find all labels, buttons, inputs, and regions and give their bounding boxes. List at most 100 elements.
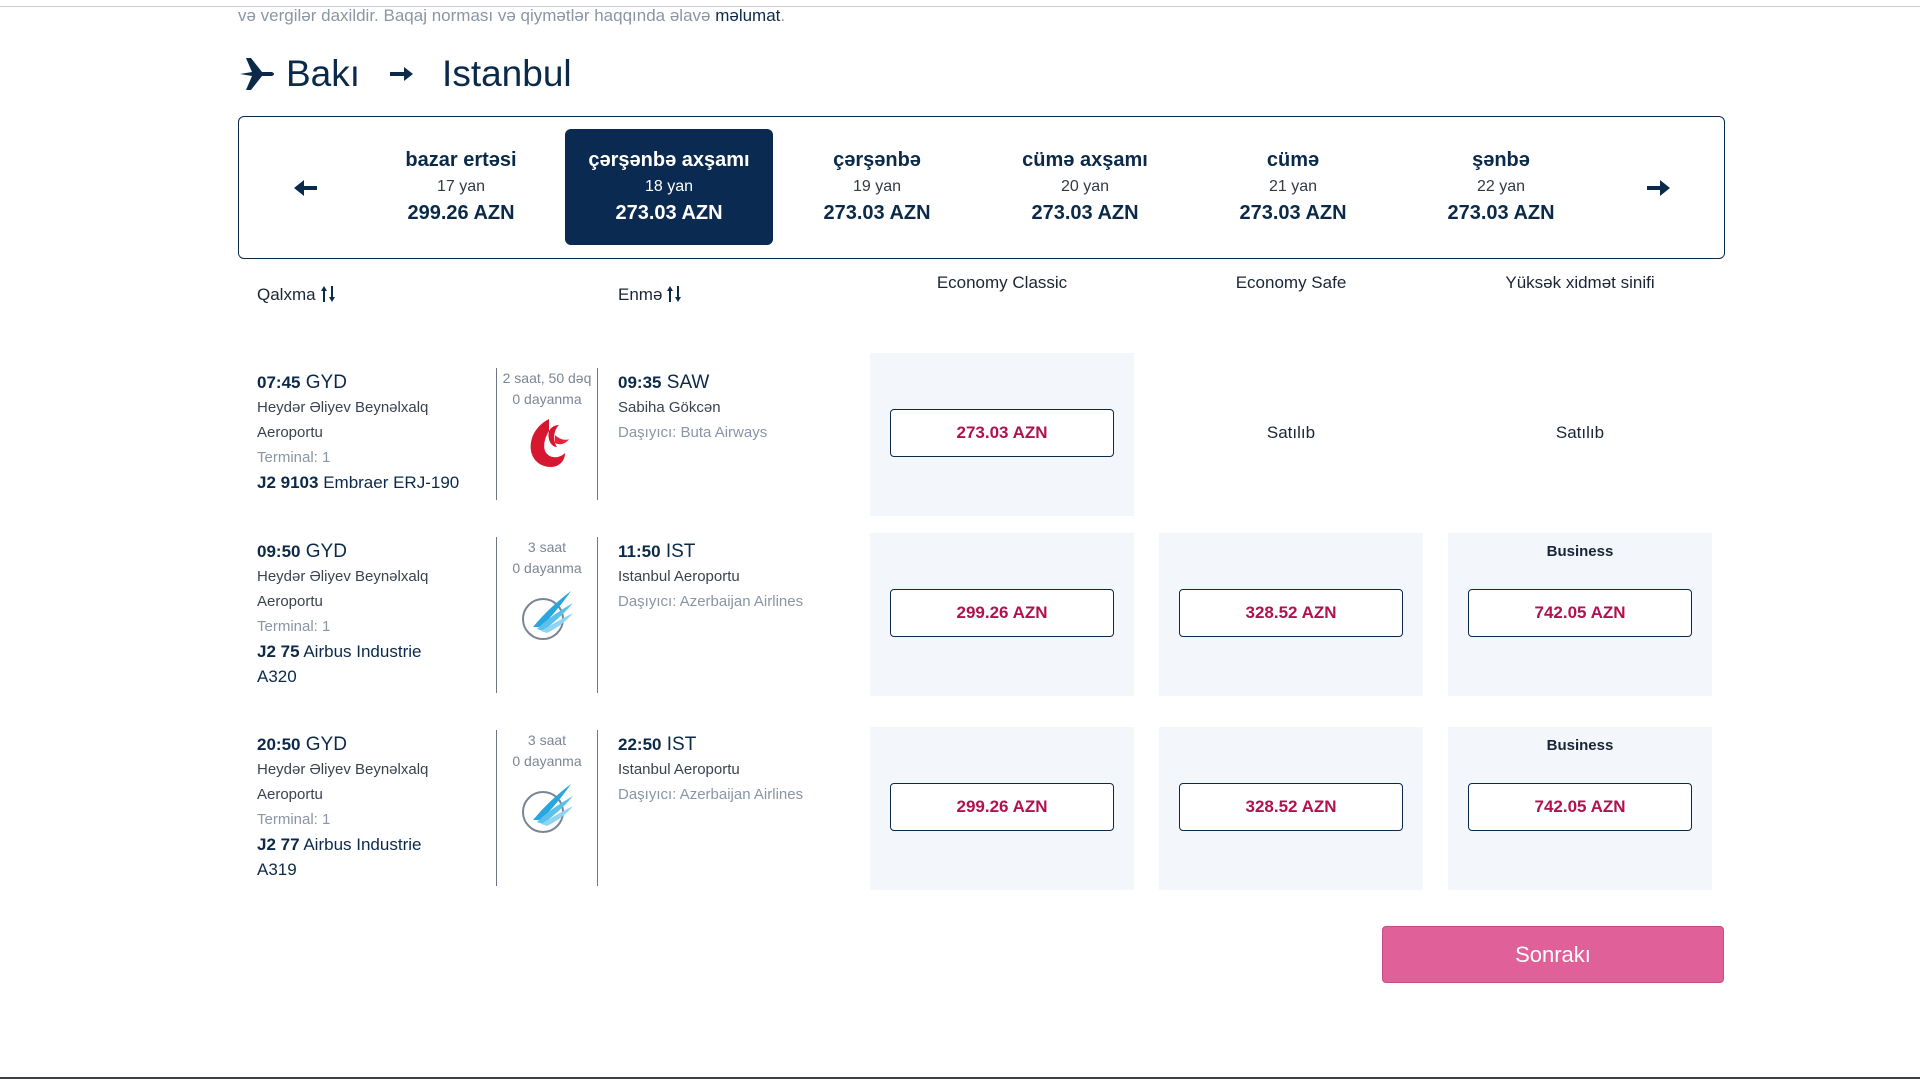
arrow-left-icon — [294, 180, 317, 196]
departure-info: 09:50 GYD Heydər Əliyev Beynəlxalq Aerop… — [257, 539, 487, 689]
fare-cell: 299.26 AZN — [870, 727, 1134, 890]
date-day: 18 yan — [644, 178, 694, 195]
date-day-name: çərşənbə — [833, 149, 921, 171]
flight-stops: 0 dayanma — [512, 753, 582, 769]
departure-terminal: Terminal: 1 — [257, 811, 331, 828]
date-day: 22 yan — [1476, 178, 1526, 195]
departure-info: 20:50 GYD Heydər Əliyev Beynəlxalq Aerop… — [257, 732, 487, 882]
fare-cell: 273.03 AZN — [870, 353, 1134, 516]
arrow-right-icon — [390, 67, 414, 81]
date-day-name: şənbə — [1472, 149, 1530, 171]
aircraft-type: Embraer ERJ-190 — [323, 473, 460, 492]
fare-header-economy-classic: Economy Classic — [936, 273, 1068, 292]
flight-number: J2 9103 — [257, 473, 319, 492]
date-day: 17 yan — [436, 178, 486, 195]
fare-cell: Business 742.05 AZN — [1448, 727, 1712, 890]
departure-time: 20:50 — [257, 735, 301, 754]
fare-price-button[interactable]: 328.52 AZN — [1179, 783, 1403, 831]
fare-header-business: Yüksək xidmət sinifi — [1505, 273, 1655, 292]
arrival-header-label: Enmə — [618, 285, 663, 304]
fare-price-button[interactable]: 273.03 AZN — [890, 409, 1114, 457]
arrival-code: IST — [666, 734, 697, 755]
route-destination: Istanbul — [442, 53, 572, 94]
flight-duration-block: 2 saat, 50 dəq 0 dayanma — [496, 368, 598, 500]
fare-price-button[interactable]: 328.52 AZN — [1179, 589, 1403, 637]
date-price: 273.03 AZN — [615, 202, 723, 224]
fare-cell: Satılıb — [1159, 353, 1423, 516]
sort-icon — [667, 286, 682, 302]
business-badge: Business — [1546, 543, 1614, 560]
flight-stops: 0 dayanma — [512, 391, 582, 407]
arrival-info: 09:35 SAW Sabiha Gökcən Daşıyıcı: Buta A… — [618, 370, 848, 445]
arrival-airport: Sabiha Gökcən — [618, 399, 721, 416]
flight-duration-block: 3 saat 0 dayanma — [496, 537, 598, 693]
departure-info: 07:45 GYD Heydər Əliyev Beynəlxalq Aerop… — [257, 370, 487, 495]
date-price: 273.03 AZN — [1031, 202, 1139, 224]
flight-duration: 3 saat — [527, 539, 567, 555]
buta-airways-logo — [530, 419, 569, 467]
date-tab[interactable]: bazar ertəsi 17 yan 299.26 AZN — [357, 129, 565, 245]
route-title: Bakı Istanbul — [238, 50, 572, 98]
date-tab[interactable]: şənbə 22 yan 273.03 AZN — [1397, 129, 1605, 245]
fare-price-button[interactable]: 299.26 AZN — [890, 783, 1114, 831]
date-tab[interactable]: cümə axşamı 20 yan 273.03 AZN — [981, 129, 1189, 245]
departure-code: GYD — [305, 541, 347, 562]
plane-icon — [240, 58, 274, 90]
aircraft-model: A319 — [257, 860, 297, 879]
date-day-name: cümə axşamı — [1022, 149, 1148, 171]
fare-price-button[interactable]: 742.05 AZN — [1468, 783, 1692, 831]
departure-header-label: Qalxma — [257, 285, 316, 304]
departure-airport-line2: Aeroportu — [257, 786, 323, 803]
date-selector: bazar ertəsi 17 yan 299.26 AZN çərşənbə … — [238, 116, 1725, 259]
date-day-name: cümə — [1266, 149, 1320, 171]
arrival-airport: Istanbul Aeroportu — [618, 761, 740, 778]
arrival-airport: Istanbul Aeroportu — [618, 568, 740, 585]
fare-cell: Satılıb — [1448, 353, 1712, 516]
departure-airport: Heydər Əliyev Beynəlxalq — [257, 761, 429, 778]
fare-cell: 328.52 AZN — [1159, 727, 1423, 890]
fare-notice: və vergilər daxildir. Baqaj norması və q… — [238, 6, 785, 26]
arrival-info: 22:50 IST Istanbul Aeroportu Daşıyıcı: A… — [618, 732, 848, 807]
next-button[interactable]: Sonrakı — [1382, 926, 1724, 983]
next-dates-button[interactable] — [1641, 171, 1675, 205]
azal-logo — [522, 591, 573, 640]
flight-number: J2 77 — [257, 835, 300, 854]
date-tab[interactable]: cümə 21 yan 273.03 AZN — [1189, 129, 1397, 245]
arrival-time: 11:50 — [618, 542, 661, 561]
fare-price-button[interactable]: 299.26 AZN — [890, 589, 1114, 637]
flight-number: J2 75 — [257, 642, 300, 661]
date-day-name: çərşənbə axşamı — [588, 149, 750, 171]
prev-dates-button[interactable] — [289, 171, 323, 205]
date-day: 20 yan — [1060, 178, 1110, 195]
business-badge: Business — [1546, 737, 1614, 754]
date-tab[interactable]: çərşənbə 19 yan 273.03 AZN — [773, 129, 981, 245]
azal-logo — [522, 784, 573, 833]
top-divider — [0, 6, 1920, 7]
departure-terminal: Terminal: 1 — [257, 618, 331, 635]
date-tab-selected[interactable]: çərşənbə axşamı 18 yan 273.03 AZN — [565, 129, 773, 245]
departure-terminal: Terminal: 1 — [257, 449, 331, 466]
flight-duration: 3 saat — [527, 732, 567, 748]
sort-arrival-header[interactable]: Enmə — [618, 285, 682, 305]
sort-departure-header[interactable]: Qalxma — [257, 285, 336, 305]
more-info-link[interactable]: məlumat — [715, 6, 781, 25]
arrow-right-icon — [1647, 180, 1670, 196]
date-price: 273.03 AZN — [1239, 202, 1347, 224]
arrival-time: 09:35 — [618, 373, 662, 392]
departure-airport: Heydər Əliyev Beynəlxalq — [257, 568, 429, 585]
date-price: 273.03 AZN — [1447, 202, 1555, 224]
departure-code: GYD — [305, 734, 347, 755]
departure-airport: Heydər Əliyev Beynəlxalq — [257, 399, 429, 416]
carrier-name: Daşıyıcı: Azerbaijan Airlines — [618, 593, 804, 610]
departure-code: GYD — [305, 372, 347, 393]
aircraft-model: A320 — [257, 667, 297, 686]
sold-out-label: Satılıb — [1266, 423, 1316, 442]
fare-price-button[interactable]: 742.05 AZN — [1468, 589, 1692, 637]
departure-airport-line2: Aeroportu — [257, 424, 323, 441]
notice-text: və vergilər daxildir. Baqaj norması və q… — [238, 6, 716, 25]
departure-time: 07:45 — [257, 373, 301, 392]
arrival-time: 22:50 — [618, 735, 662, 754]
sold-out-label: Satılıb — [1555, 423, 1605, 442]
sort-icon — [320, 286, 335, 302]
date-day-name: bazar ertəsi — [405, 149, 517, 171]
